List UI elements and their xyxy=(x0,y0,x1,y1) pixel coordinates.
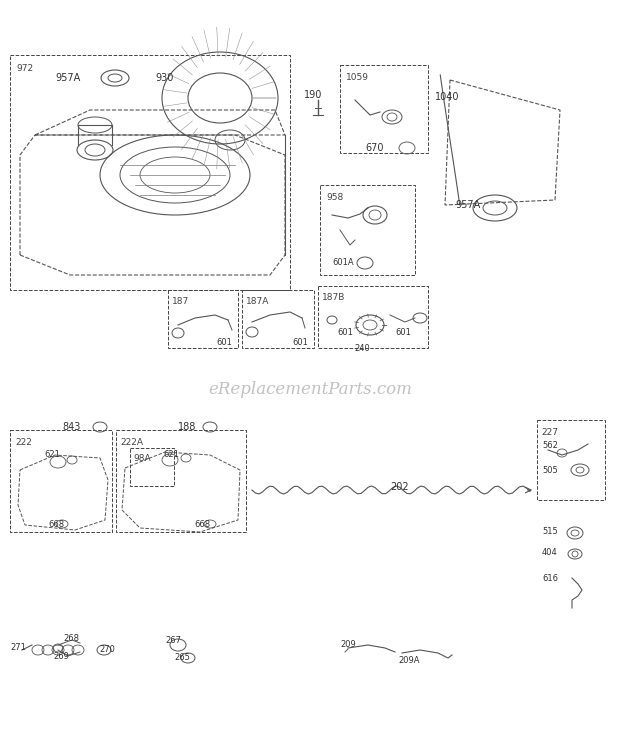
Text: 240: 240 xyxy=(354,344,370,353)
Text: 668: 668 xyxy=(194,520,210,529)
Text: 621: 621 xyxy=(44,450,60,459)
Text: 958: 958 xyxy=(326,193,343,202)
Bar xyxy=(537,420,605,500)
Text: 190: 190 xyxy=(304,90,322,100)
Bar xyxy=(340,65,428,153)
Text: 187B: 187B xyxy=(322,293,345,302)
Text: 222: 222 xyxy=(15,438,32,447)
Text: 227: 227 xyxy=(541,428,558,437)
Bar xyxy=(10,430,112,532)
Text: 265: 265 xyxy=(174,653,190,662)
Text: 930: 930 xyxy=(155,73,174,83)
Text: 562: 562 xyxy=(542,441,558,450)
Bar xyxy=(242,290,314,348)
Text: 98A: 98A xyxy=(133,454,151,463)
Text: 601: 601 xyxy=(395,328,411,337)
Bar xyxy=(320,185,415,275)
Text: 269: 269 xyxy=(53,652,69,661)
Text: 209: 209 xyxy=(340,640,356,649)
Text: 957A: 957A xyxy=(455,200,480,210)
Text: 209A: 209A xyxy=(398,656,420,665)
Text: 601: 601 xyxy=(337,328,353,337)
Text: 202: 202 xyxy=(390,482,409,492)
Text: 222A: 222A xyxy=(120,438,143,447)
Text: 1059: 1059 xyxy=(346,73,369,82)
Text: 268: 268 xyxy=(63,634,79,643)
Text: 188: 188 xyxy=(178,422,197,432)
Text: eReplacementParts.com: eReplacementParts.com xyxy=(208,382,412,399)
Bar xyxy=(130,448,174,486)
Text: 187: 187 xyxy=(172,297,189,306)
Text: 601: 601 xyxy=(292,338,308,347)
Text: 187A: 187A xyxy=(246,297,269,306)
Text: 404: 404 xyxy=(542,548,558,557)
Text: 601A: 601A xyxy=(332,258,353,267)
Text: 957A: 957A xyxy=(55,73,80,83)
Text: 505: 505 xyxy=(542,466,558,475)
Text: 616: 616 xyxy=(542,574,558,583)
Text: 668: 668 xyxy=(48,520,64,529)
Text: 601: 601 xyxy=(216,338,232,347)
Text: 972: 972 xyxy=(16,64,33,73)
Text: 1040: 1040 xyxy=(435,92,459,102)
Text: 270: 270 xyxy=(99,645,115,654)
Bar xyxy=(168,290,238,348)
Bar xyxy=(116,430,246,532)
Text: 515: 515 xyxy=(542,527,558,536)
Bar xyxy=(10,55,290,290)
Text: 621: 621 xyxy=(163,450,179,459)
Text: 670: 670 xyxy=(365,143,384,153)
Text: 843: 843 xyxy=(62,422,81,432)
Bar xyxy=(318,286,428,348)
Text: 271: 271 xyxy=(10,643,26,652)
Text: 267: 267 xyxy=(165,636,181,645)
